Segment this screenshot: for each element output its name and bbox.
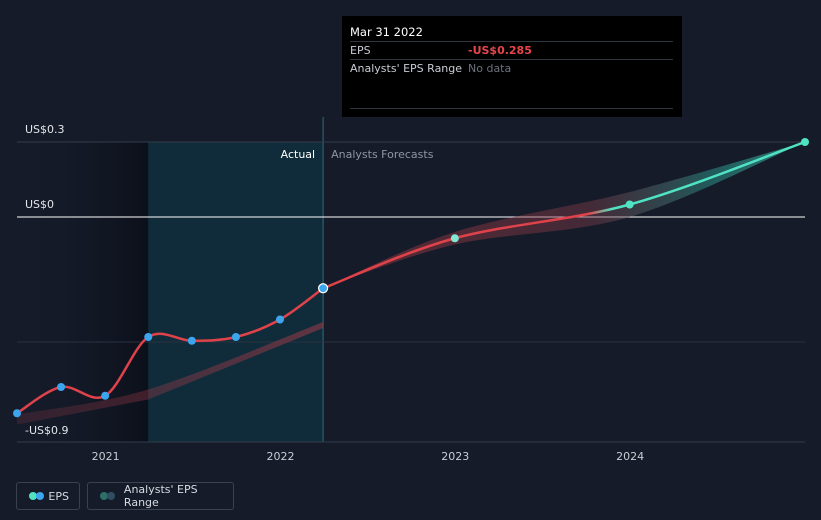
eps-forecast-point (450, 234, 459, 243)
tooltip-eps-row: EPS -US$0.285 (350, 41, 673, 59)
eps-actual-point (187, 336, 196, 345)
y-tick-label: -US$0.9 (25, 424, 69, 437)
x-tick-label: 2021 (92, 450, 120, 463)
past-trend-band (17, 322, 324, 425)
tooltip: Mar 31 2022 EPS -US$0.285 Analysts' EPS … (342, 16, 682, 117)
eps-actual-point (57, 383, 66, 391)
legend-eps[interactable]: EPS (16, 482, 80, 510)
eps-forecast-point (625, 200, 634, 209)
eps-swatch-icon (29, 492, 44, 500)
forecast-region-label: Analysts Forecasts (331, 148, 434, 161)
x-tick-label: 2023 (441, 450, 469, 463)
eps-actual-point (231, 333, 240, 341)
legend-eps-label: EPS (48, 489, 69, 503)
tooltip-range-label: Analysts' EPS Range (350, 62, 463, 75)
highlight-region (148, 142, 324, 442)
analysts-range-band (323, 142, 805, 289)
eps-actual-line (15, 287, 325, 415)
y-tick-label: US$0.3 (25, 123, 65, 136)
tooltip-divider (350, 108, 673, 109)
x-tick-label: 2022 (266, 450, 294, 463)
eps-actual-point (275, 315, 284, 324)
actual-region-label: Actual (281, 148, 315, 161)
tooltip-eps-label: EPS (350, 44, 371, 57)
y-tick-label: US$0 (25, 198, 54, 211)
eps-actual-point (13, 409, 21, 418)
tooltip-range-row: Analysts' EPS Range No data (350, 59, 673, 77)
tooltip-range-value: No data (468, 62, 512, 75)
eps-actual-point (101, 391, 110, 400)
eps-actual-point (317, 283, 329, 294)
x-tick-label: 2024 (616, 450, 644, 463)
tooltip-eps-value: -US$0.285 (468, 44, 532, 57)
legend-range[interactable]: Analysts' EPS Range (87, 482, 234, 510)
range-swatch-icon (100, 492, 116, 500)
eps-forecast-line (321, 140, 807, 290)
tooltip-date: Mar 31 2022 (350, 25, 423, 39)
legend-range-label: Analysts' EPS Range (123, 483, 198, 509)
eps-forecast-point (801, 138, 809, 146)
eps-actual-point (144, 333, 153, 341)
